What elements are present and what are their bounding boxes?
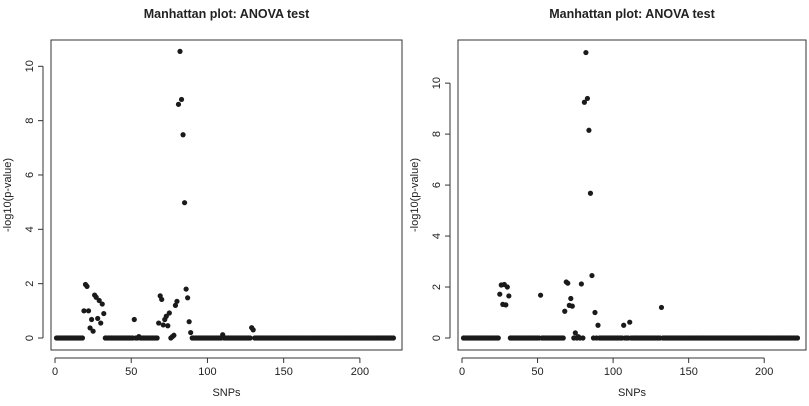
data-point	[88, 316, 95, 323]
data-point	[163, 313, 169, 319]
data-point	[592, 309, 598, 316]
x-axis-label: SNPs	[212, 387, 241, 399]
x-axis-label: SNPs	[618, 387, 647, 399]
y-axis-label: -log10(p-value)	[2, 158, 14, 232]
x-tick-label: 50	[531, 366, 543, 378]
data-points	[460, 49, 801, 341]
x-tick-label: 150	[274, 366, 292, 378]
x-tick-label: 50	[125, 366, 137, 378]
data-point	[562, 308, 568, 314]
data-point	[250, 327, 256, 333]
data-point	[186, 319, 192, 325]
data-point	[586, 127, 592, 133]
x-tick-label: 200	[755, 366, 773, 378]
data-point	[175, 101, 182, 107]
data-point	[165, 323, 171, 329]
y-tick-label: 0	[431, 335, 443, 341]
x-tick-label: 100	[604, 366, 622, 378]
data-point	[101, 310, 107, 317]
data-point	[627, 319, 633, 325]
y-axis-label: -log10(p-value)	[409, 158, 421, 232]
data-point	[560, 335, 566, 341]
y-tick-label: 6	[431, 182, 443, 188]
data-point	[569, 303, 575, 309]
data-point	[166, 310, 172, 316]
x-tick-label: 0	[459, 366, 465, 378]
y-tick-label: 10	[431, 77, 443, 89]
data-point	[247, 335, 253, 341]
data-point	[84, 283, 90, 289]
data-point	[506, 293, 512, 299]
data-point	[589, 272, 595, 279]
data-point	[160, 322, 166, 328]
data-point	[180, 132, 186, 138]
data-point	[98, 320, 104, 326]
data-point	[131, 316, 137, 323]
data-point	[177, 48, 183, 54]
data-point	[93, 294, 99, 300]
data-point	[79, 335, 86, 341]
data-point	[90, 328, 96, 334]
data-points	[53, 48, 397, 341]
data-point	[565, 280, 571, 286]
data-point	[99, 301, 105, 307]
data-point	[156, 320, 162, 326]
data-point	[794, 335, 801, 341]
data-point	[581, 99, 588, 105]
data-point	[172, 302, 179, 308]
data-point	[159, 296, 165, 303]
y-tick-label: 8	[431, 131, 443, 137]
data-point	[587, 190, 594, 196]
data-point	[85, 308, 92, 314]
data-point	[95, 315, 101, 322]
data-point	[154, 335, 160, 341]
data-point	[537, 292, 544, 298]
y-tick-label: 4	[431, 233, 443, 239]
y-tick-label: 4	[24, 226, 36, 232]
data-point	[658, 304, 665, 311]
data-point	[595, 322, 601, 328]
x-tick-label: 150	[679, 366, 697, 378]
data-point	[578, 281, 584, 287]
x-tick-label: 0	[52, 366, 58, 378]
chart-title: Manhattan plot: ANOVA test	[549, 7, 715, 21]
data-point	[96, 297, 102, 304]
data-point	[185, 295, 191, 301]
data-point	[495, 335, 501, 341]
data-point	[183, 286, 189, 292]
y-tick-label: 2	[24, 281, 36, 287]
data-point	[81, 308, 87, 314]
data-point	[621, 322, 627, 328]
plot-frame	[457, 39, 807, 351]
y-tick-label: 6	[24, 172, 36, 178]
chart-title: Manhattan plot: ANOVA test	[144, 7, 310, 21]
data-point	[568, 295, 574, 302]
data-point	[188, 329, 194, 336]
data-point	[390, 335, 397, 341]
y-tick-label: 2	[431, 284, 443, 290]
y-tick-label: 8	[24, 118, 36, 124]
data-point	[504, 284, 510, 290]
y-tick-label: 10	[24, 60, 36, 72]
x-tick-label: 200	[351, 366, 369, 378]
data-point	[181, 200, 188, 206]
data-point	[583, 49, 589, 56]
x-tick-label: 100	[198, 366, 216, 378]
y-tick-label: 0	[24, 335, 36, 341]
data-point	[171, 332, 177, 338]
data-point	[174, 298, 180, 304]
data-point	[87, 325, 93, 331]
data-point	[178, 96, 185, 103]
data-point	[584, 95, 591, 102]
data-point	[497, 291, 503, 297]
plot-frame	[50, 39, 403, 351]
data-point	[503, 302, 509, 308]
data-point	[572, 330, 578, 336]
data-point	[580, 335, 586, 341]
